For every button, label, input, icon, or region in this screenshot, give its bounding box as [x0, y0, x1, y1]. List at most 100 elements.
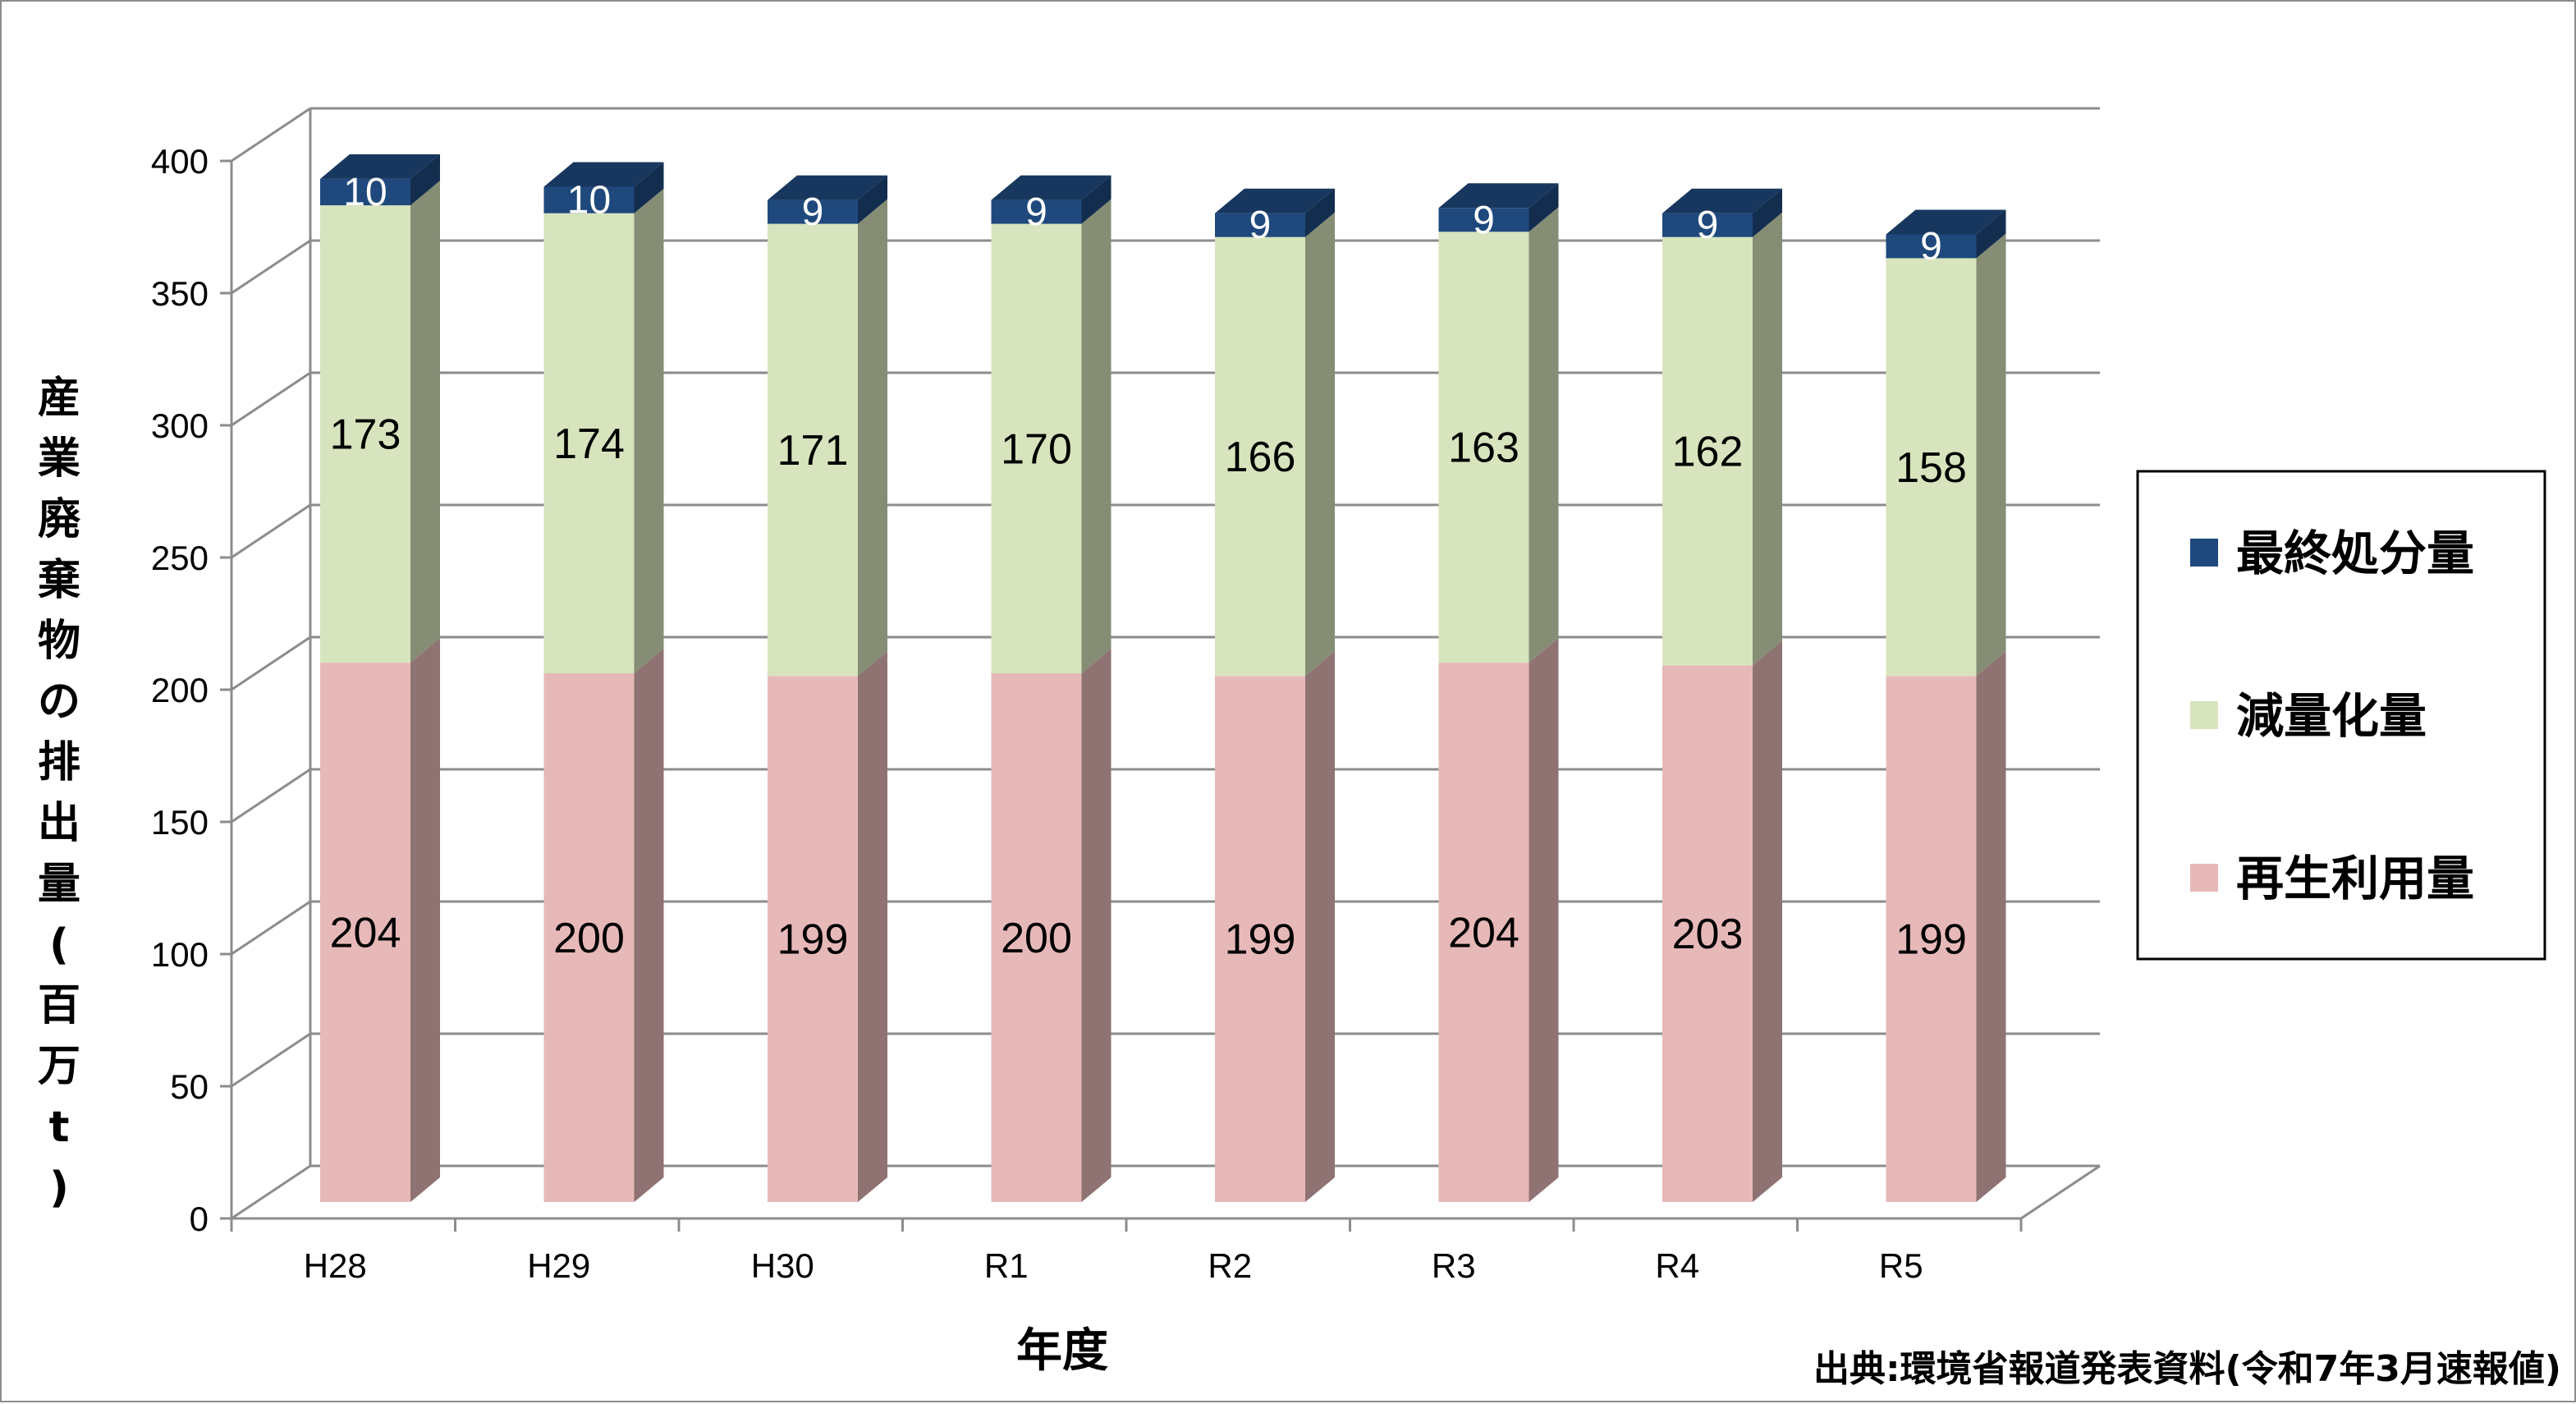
x-tick-label: H29 [527, 1246, 590, 1285]
bar-side [1305, 651, 1335, 1202]
gridline-depth [231, 768, 311, 824]
data-label: 9 [1697, 204, 1719, 247]
data-label: 173 [330, 411, 401, 459]
bar-side [1753, 212, 1782, 666]
bar-top [1215, 188, 1335, 213]
data-label: 199 [1895, 916, 1967, 964]
data-label: 163 [1448, 424, 1519, 472]
bar-side [1976, 651, 2006, 1202]
bar-segment [1438, 663, 1529, 1202]
bar-segment [768, 223, 858, 677]
bar-segment [543, 186, 635, 213]
bar-segment [1886, 676, 1977, 1202]
gridline-depth [231, 107, 311, 163]
gridline-depth [231, 503, 311, 559]
floor-edge [2020, 1164, 2101, 1220]
bar-top [1438, 183, 1559, 209]
bar-segment [1215, 236, 1305, 677]
bar-side [1081, 175, 1112, 224]
data-label: 203 [1672, 911, 1744, 958]
x-tick-label: R4 [1655, 1246, 1699, 1285]
bar-side [410, 638, 440, 1202]
bar-segment [543, 673, 635, 1202]
bar-top [1886, 209, 2006, 235]
data-label: 199 [777, 916, 849, 964]
gridline-depth [231, 239, 311, 295]
bar-top [320, 154, 440, 179]
y-tick-label: 50 [170, 1067, 209, 1106]
bar-side [858, 651, 887, 1202]
bar-side [634, 162, 664, 213]
data-label: 10 [343, 171, 387, 214]
bar-segment [543, 213, 635, 674]
legend-swatch [2190, 864, 2218, 892]
bar-side [634, 649, 664, 1202]
bar-top [768, 175, 887, 200]
gridline-depth [231, 1032, 311, 1088]
bar-segment [1215, 213, 1305, 237]
x-tick-label: H30 [751, 1246, 814, 1285]
legend-swatch [2190, 701, 2218, 729]
legend-label: 減量化量 [2236, 688, 2427, 744]
bar-segment [991, 673, 1082, 1202]
source-note: 出典:環境省報道発表資料(令和7年3月速報値) [1813, 1348, 2561, 1390]
bar-segment [1438, 208, 1529, 232]
bar-segment [1886, 234, 1977, 259]
gridline-depth [231, 900, 311, 956]
bar-side [1529, 207, 1559, 663]
bar-top [543, 162, 664, 187]
bar-side [1753, 188, 1782, 237]
data-label: 174 [553, 420, 625, 468]
x-tick-label: H28 [304, 1246, 367, 1285]
bar-segment [991, 223, 1082, 674]
bar-segment [768, 676, 858, 1202]
bar-side [1081, 649, 1112, 1202]
x-axis-title: 年度 [1016, 1324, 1108, 1378]
legend-label: 最終処分量 [2236, 525, 2474, 581]
x-tick-label: R5 [1879, 1246, 1923, 1285]
bar-side [1976, 233, 2006, 677]
data-label: 200 [553, 915, 625, 962]
bar-segment [768, 200, 858, 224]
data-label: 9 [802, 190, 824, 234]
y-tick-label: 150 [151, 803, 209, 842]
bar-top [991, 175, 1112, 200]
bar-side [1529, 638, 1559, 1202]
y-axis-title: 産業廃棄物の排出量(百万 t) [38, 374, 81, 1213]
y-tick-label: 100 [151, 935, 209, 974]
bar-segment [1662, 213, 1753, 237]
bar-segment [1215, 676, 1305, 1202]
gridline-depth [231, 635, 311, 691]
y-tick-label: 400 [151, 142, 209, 181]
bar-segment [1662, 236, 1753, 666]
bar-side [410, 154, 440, 206]
x-tick-label: R3 [1432, 1246, 1476, 1285]
bar-side [1753, 640, 1782, 1202]
data-label: 199 [1225, 916, 1296, 964]
data-label: 9 [1473, 199, 1495, 242]
bar-side [410, 181, 440, 663]
bar-segment [320, 178, 410, 206]
bar-side [858, 175, 887, 224]
legend-label: 再生利用量 [2236, 851, 2474, 906]
data-label: 9 [1025, 190, 1047, 234]
x-tick-label: R1 [984, 1246, 1029, 1285]
data-label: 166 [1225, 434, 1296, 481]
bar-segment [320, 205, 410, 663]
y-tick-label: 250 [151, 539, 209, 577]
legend-swatch [2190, 539, 2218, 567]
bar-side [634, 188, 664, 674]
bar-side [858, 199, 887, 677]
data-label: 204 [330, 910, 401, 957]
data-label: 158 [1895, 444, 1967, 492]
y-tick-label: 300 [151, 406, 209, 445]
bar-side [1976, 209, 2006, 259]
bar-segment [320, 663, 410, 1202]
data-label: 162 [1672, 429, 1744, 476]
y-tick-label: 350 [151, 274, 209, 313]
bar-top [1662, 188, 1782, 213]
data-label: 10 [567, 179, 611, 223]
bar-side [1305, 188, 1335, 237]
